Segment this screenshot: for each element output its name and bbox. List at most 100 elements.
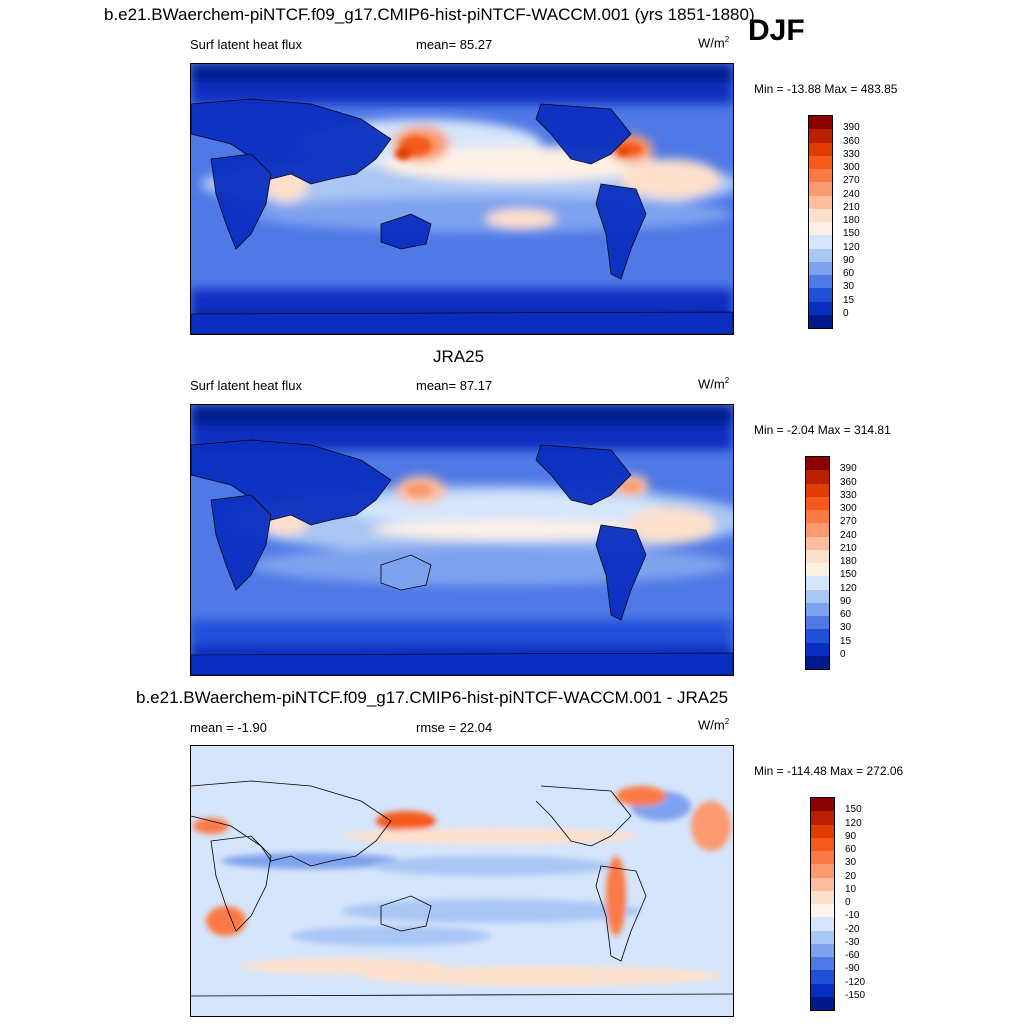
colorbar-tick-label: -150 [845,989,866,1001]
colorbar-segment [811,957,834,971]
colorbar-tick-label: -30 [845,936,860,948]
panel-2-units: W/m2 [698,376,730,392]
colorbar-segment [811,824,834,838]
panel-2-title: JRA25 [433,347,485,366]
panel-1-map [190,63,734,335]
colorbar-segment [806,470,829,484]
colorbar-tick-label: 330 [843,148,860,160]
panel-2-map [190,404,734,676]
panel-1-variable-label: Surf latent heat flux [190,37,303,52]
colorbar-tick-label: -10 [845,910,860,922]
colorbar-tick-label: 30 [840,622,852,634]
colorbar-segment [809,142,832,156]
colorbar-segment [806,616,829,630]
colorbar-segment [806,457,829,471]
panel-2-variable-label: Surf latent heat flux [190,378,303,393]
colorbar-segment [806,576,829,590]
colorbar-tick-label: 300 [843,162,860,173]
colorbar-segment [811,930,834,944]
colorbar-segment [806,655,829,669]
colorbar-segment [809,195,832,209]
colorbar-segment [811,983,834,997]
colorbar-segment [806,563,829,577]
colorbar-tick-label: 60 [845,844,857,855]
colorbar-tick-label: 90 [845,830,857,842]
panel-1-colorbar [808,115,833,329]
panel-3-mean-label: mean = -1.90 [190,720,267,735]
colorbar-segment [809,261,832,275]
colorbar-segment [806,523,829,537]
colorbar-tick-label: 15 [843,294,855,306]
colorbar-segment [811,877,834,891]
colorbar-segment [809,208,832,222]
colorbar-segment [811,996,834,1010]
colorbar-tick-label: 240 [843,188,860,200]
colorbar-segment [806,510,829,524]
colorbar-segment [811,943,834,957]
colorbar-segment [811,837,834,851]
colorbar-segment [806,549,829,563]
colorbar-segment [811,970,834,984]
colorbar-tick-label: 0 [845,897,851,908]
colorbar-tick-label: -20 [845,923,860,935]
colorbar-segment [809,155,832,169]
panel-2-minmax: Min = -2.04 Max = 314.81 [754,423,891,437]
colorbar-tick-label: 120 [840,582,857,594]
colorbar-segment [809,129,832,143]
colorbar-segment [806,602,829,616]
colorbar-segment [806,589,829,603]
colorbar-tick-label: -120 [845,976,866,988]
colorbar-tick-label: 60 [843,268,855,279]
colorbar-segment [811,798,834,812]
panel-3-map [190,745,734,1017]
panel-1-units: W/m2 [698,35,730,51]
colorbar-tick-label: 120 [843,241,860,253]
colorbar-tick-label: 270 [840,516,857,528]
colorbar-segment [811,864,834,878]
colorbar-segment [811,890,834,904]
colorbar-segment [806,496,829,510]
panel-1-minmax: Min = -13.88 Max = 483.85 [754,82,898,96]
colorbar-tick-label: 210 [840,542,857,554]
colorbar-segment [811,904,834,918]
colorbar-tick-label: 330 [840,489,857,501]
colorbar-tick-label: 360 [843,135,860,147]
colorbar-tick-label: -90 [845,963,860,975]
panel-2-mean-label: mean= 87.17 [416,378,493,393]
colorbar-segment [809,248,832,262]
colorbar-segment [809,235,832,249]
colorbar-segment [809,314,832,328]
panel-3-minmax: Min = -114.48 Max = 272.06 [754,764,904,778]
colorbar-segment [806,483,829,497]
colorbar-tick-label: 90 [843,254,855,266]
colorbar-tick-label: 180 [843,215,860,226]
colorbar-tick-label: 30 [843,281,855,293]
colorbar-segment [809,301,832,315]
colorbar-segment [811,917,834,931]
colorbar-tick-label: 300 [840,503,857,514]
panel-3-title: b.e21.BWaerchem-piNTCF.f09_g17.CMIP6-his… [136,688,729,707]
colorbar-tick-label: 20 [845,870,857,882]
colorbar-segment [809,275,832,289]
colorbar-tick-label: 270 [843,175,860,187]
colorbar-tick-label: 150 [843,228,860,240]
colorbar-tick-label: 240 [840,529,857,541]
colorbar-tick-label: 210 [843,201,860,213]
colorbar-tick-label: 150 [845,804,862,816]
colorbar-tick-label: 15 [840,635,852,647]
season-label: DJF [748,14,805,47]
colorbar-tick-label: 360 [840,476,857,488]
panel-3-colorbar [810,797,835,1011]
colorbar-tick-label: 0 [840,648,846,660]
panel-2-colorbar [805,456,830,670]
colorbar-tick-label: 10 [845,883,857,895]
colorbar-tick-label: 90 [840,595,852,607]
colorbar-segment [811,851,834,865]
colorbar-segment [809,222,832,236]
panel-1-title: b.e21.BWaerchem-piNTCF.f09_g17.CMIP6-his… [104,5,755,24]
colorbar-tick-label: 390 [840,463,857,475]
colorbar-segment [809,182,832,196]
colorbar-tick-label: 60 [840,609,852,620]
colorbar-segment [806,536,829,550]
panel-3-rmse-label: rmse = 22.04 [416,720,493,735]
